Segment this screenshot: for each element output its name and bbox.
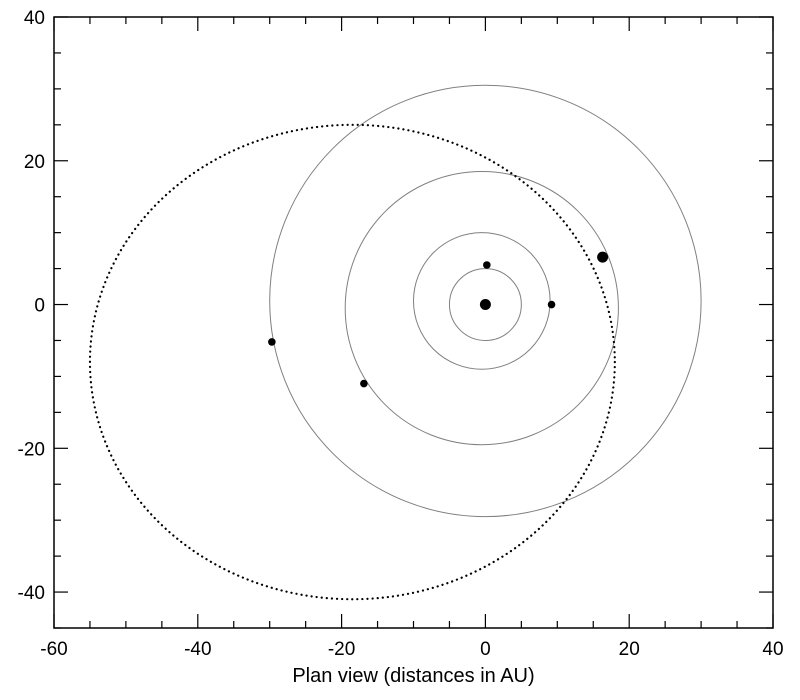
body-point-5	[360, 379, 368, 388]
y-tick-label: 20	[24, 152, 45, 173]
body-point-4	[597, 251, 609, 263]
x-tick-label: 0	[480, 639, 491, 660]
orbit-circle-3	[344, 171, 619, 446]
axis-tick-labels: -60 -40 -20 0 20 40 -40 -20 0 20 40	[18, 8, 784, 660]
x-tick-label: -40	[184, 639, 211, 660]
y-tick-label: 0	[34, 296, 45, 317]
plot-frame	[53, 16, 774, 629]
body-point-3	[547, 300, 556, 309]
y-tick-label: 40	[24, 8, 45, 29]
orbit-circle-1	[448, 268, 522, 341]
axis-ticks	[53, 16, 774, 629]
body-point-2	[483, 261, 491, 269]
x-axis-title: Plan view (distances in AU)	[292, 665, 534, 687]
y-tick-label: -40	[18, 583, 45, 604]
x-tick-label: 20	[619, 639, 640, 660]
orbit-circle-4	[269, 84, 702, 518]
x-tick-label: 40	[762, 639, 783, 660]
y-tick-label: -20	[18, 439, 45, 460]
body-point-6	[268, 338, 276, 346]
x-tick-label: -60	[40, 639, 67, 660]
dotted-orbit	[88, 123, 616, 601]
plot-area	[88, 84, 702, 601]
x-tick-label: -20	[328, 639, 355, 660]
body-point-1	[479, 299, 491, 311]
orbit-circle-2	[413, 232, 551, 370]
